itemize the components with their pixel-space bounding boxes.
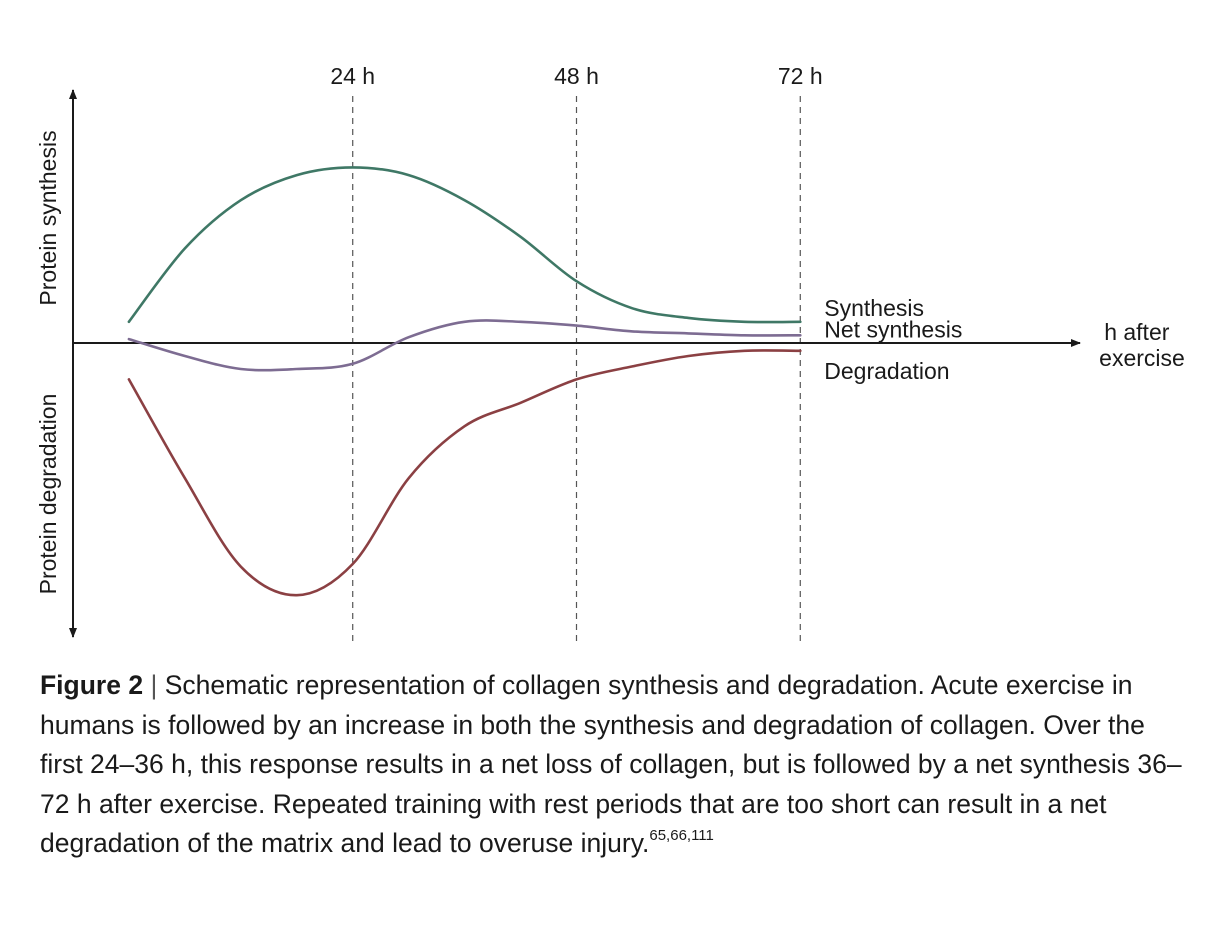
x-tick-label-48h: 48 h <box>554 63 599 89</box>
x-tick-labels: 24 h 48 h 72 h <box>330 63 822 89</box>
caption-separator: | <box>150 670 158 700</box>
caption-text: Schematic representation of collagen syn… <box>40 670 1182 858</box>
y-axis-title-degradation: Protein degradation <box>35 394 61 595</box>
figure-caption: Figure 2 | Schematic representation of c… <box>40 666 1190 864</box>
series-line-degradation <box>127 349 802 597</box>
x-tick-label-72h: 72 h <box>778 63 823 89</box>
series-label-synthesis: Synthesis <box>824 295 924 321</box>
series-label-net-synthesis: Net synthesis <box>824 316 962 342</box>
series-line-synthesis <box>127 166 802 324</box>
series-line-net-synthesis <box>127 319 802 372</box>
series-lines <box>127 166 802 597</box>
y-axis-title-synthesis: Protein synthesis <box>35 130 61 305</box>
grid-lines <box>352 96 801 645</box>
axes <box>69 89 1081 638</box>
figure-label: Figure 2 <box>40 670 144 700</box>
caption-references: 65,66,111 <box>649 827 714 844</box>
x-axis-title: h after exercise <box>1099 319 1185 371</box>
x-tick-label-24h: 24 h <box>330 63 375 89</box>
series-label-degradation: Degradation <box>824 358 949 384</box>
